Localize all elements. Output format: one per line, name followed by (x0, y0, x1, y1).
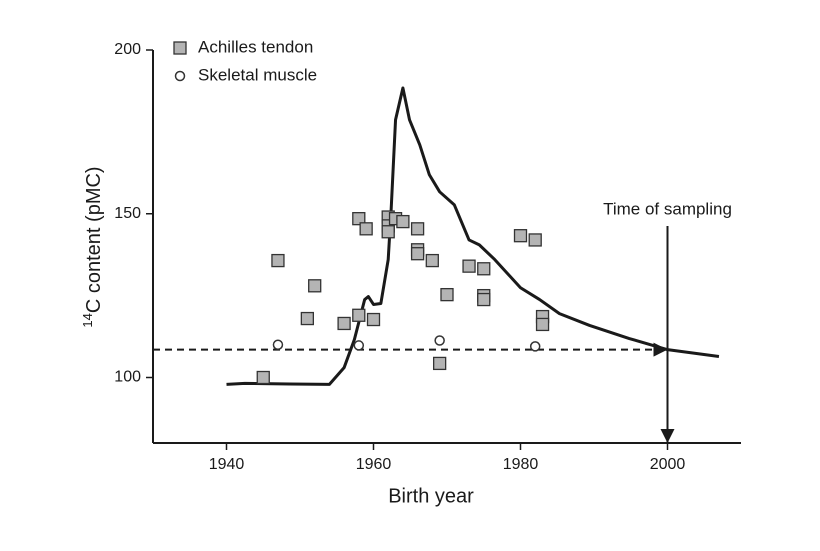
square-point (359, 222, 373, 236)
square-point (410, 222, 425, 236)
square-point (366, 312, 381, 327)
square-point (477, 292, 491, 307)
legend-marker (174, 70, 186, 82)
square-point (535, 317, 550, 332)
y-tick-label: 100 (114, 369, 141, 386)
square-point (410, 247, 425, 261)
square-point (425, 253, 439, 268)
square-point (337, 316, 351, 331)
legend-label: Achilles tendon (198, 37, 313, 56)
y-tick-label: 150 (114, 205, 141, 222)
square-point (300, 311, 315, 326)
circle-point (353, 340, 365, 351)
square-point (477, 262, 491, 276)
square-point (440, 287, 454, 302)
square-point (352, 212, 366, 226)
square-point (381, 225, 395, 239)
legend-marker (173, 41, 187, 55)
curve (226, 86, 720, 386)
y-label-text: C content (pMC) (83, 166, 105, 313)
circle-point (272, 339, 284, 350)
circle-point (434, 335, 445, 346)
circle-point (529, 341, 541, 352)
square-point (513, 229, 528, 243)
square-point (462, 259, 476, 273)
y-tick-label: 200 (114, 41, 141, 58)
x-tick-label: 1960 (356, 456, 392, 473)
square-point (308, 279, 322, 293)
x-tick-label: 1980 (503, 456, 539, 473)
x-axis-label: Birth year (388, 485, 474, 507)
x-tick-label: 2000 (650, 456, 686, 473)
legend-label: Skeletal muscle (198, 65, 317, 84)
square-point (352, 308, 366, 322)
square-point (528, 233, 542, 247)
square-point (256, 370, 270, 385)
x-tick-label: 1940 (209, 456, 245, 473)
sampling-label: Time of sampling (603, 199, 732, 218)
y-axis-label: 14C content (pMC) (80, 166, 105, 327)
square-point (396, 214, 410, 229)
square-point (432, 356, 447, 371)
y-label-superscript: 14 (80, 313, 95, 327)
square-point (271, 253, 285, 268)
